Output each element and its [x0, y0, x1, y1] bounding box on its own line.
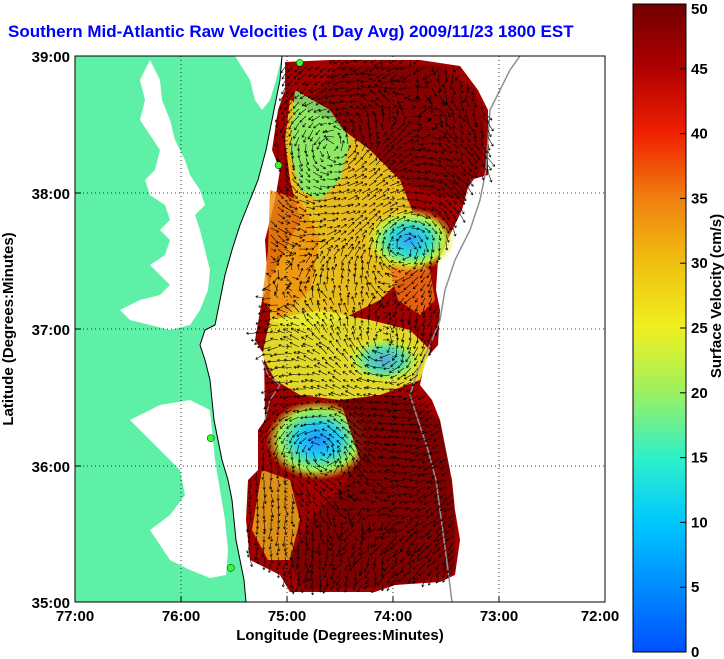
x-tick-label: 77:00: [56, 608, 94, 625]
y-tick-label: 38:00: [32, 186, 70, 203]
colorbar-tick-label: 45: [691, 61, 708, 78]
velocity-field-south: [290, 395, 455, 590]
chesapeake-bay: [120, 60, 210, 330]
radar-station-marker: [227, 564, 235, 572]
isobath-line: [409, 56, 521, 602]
y-tick-label: 36:00: [32, 459, 70, 476]
x-axis-label: Longitude (Degrees:Minutes): [236, 627, 444, 644]
land-mass: [75, 56, 282, 602]
colorbar-tick-label: 30: [691, 255, 708, 272]
isobath-line-inner: [261, 359, 281, 421]
colorbar-tick-label: 35: [691, 190, 708, 207]
y-tick-label: 39:00: [32, 49, 70, 66]
colorbar-tick-label: 10: [691, 514, 708, 531]
velocity-field-green: [290, 90, 350, 200]
colorbar-label: Surface Velocity (cm/s): [708, 214, 724, 378]
velocity-arrow: [246, 59, 496, 596]
y-tick-label: 35:00: [32, 595, 70, 612]
y-axis-label: Latitude (Degrees:Minutes): [0, 232, 17, 425]
axis-tick-marks: [74, 55, 606, 603]
radar-station-marker: [274, 161, 283, 169]
map-title: Southern Mid-Atlantic Raw Velocities (1 …: [8, 22, 574, 41]
x-tick-label: 72:00: [581, 608, 619, 625]
grid-lines: [75, 56, 605, 602]
colorbar-tick-label: 20: [691, 385, 708, 402]
x-tick-label: 75:00: [268, 608, 306, 625]
y-tick-label: 37:00: [32, 322, 70, 339]
radar-station-marker: [295, 59, 304, 67]
colorbar-tick-label: 40: [691, 126, 708, 143]
eddy-central: [345, 335, 425, 385]
x-tick-label: 74:00: [374, 608, 412, 625]
delaware-bay: [235, 56, 282, 110]
colorbar-tick-label: 0: [691, 644, 699, 659]
radar-station-marker: [206, 434, 215, 442]
colorbar: [632, 3, 687, 653]
velocity-vectors: [246, 59, 496, 596]
colorbar-tick-label: 5: [691, 579, 699, 596]
x-tick-label: 76:00: [162, 608, 200, 625]
coastline: [199, 56, 283, 602]
colorbar-tick-label: 15: [691, 450, 708, 467]
pamlico-sound: [130, 400, 228, 578]
x-tick-label: 73:00: [480, 608, 518, 625]
colorbar-tick-label: 25: [691, 320, 708, 337]
colorbar-tick-label: 50: [691, 1, 708, 18]
